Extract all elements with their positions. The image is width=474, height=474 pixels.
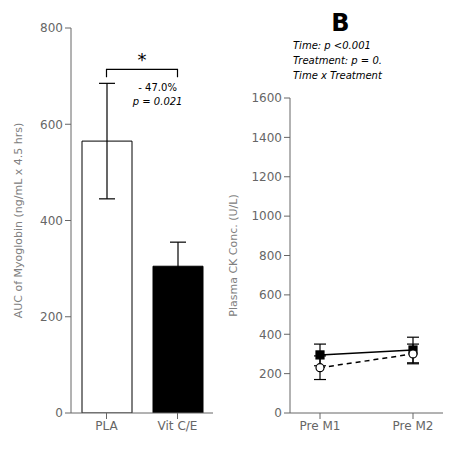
svg-text:800: 800 — [259, 249, 282, 263]
svg-text:0: 0 — [274, 406, 282, 420]
svg-text:- 47.0%: - 47.0% — [138, 82, 177, 93]
svg-text:400: 400 — [40, 214, 63, 228]
html-text:Time: p <0.001: Time: p <0.001 — [293, 40, 371, 51]
svg-text:1400: 1400 — [251, 131, 282, 145]
svg-text:200: 200 — [259, 367, 282, 381]
svg-text:1200: 1200 — [251, 170, 282, 184]
svg-text:Vit C/E: Vit C/E — [158, 419, 198, 433]
html-text:Time x Treatment: Time x Treatment — [293, 70, 382, 81]
svg-text:Plasma CK Conc. (U/L): Plasma CK Conc. (U/L) — [227, 194, 240, 316]
svg-text:600: 600 — [259, 288, 282, 302]
html-text:B: B — [331, 9, 350, 37]
svg-text:600: 600 — [40, 118, 63, 132]
svg-text:0: 0 — [55, 406, 63, 420]
svg-text:1600: 1600 — [251, 91, 282, 105]
svg-text:400: 400 — [259, 328, 282, 342]
svg-text:AUC of Myoglobin (ng/mL x 4.5: AUC of Myoglobin (ng/mL x 4.5 hrs) — [12, 123, 25, 319]
html-text:Treatment: p = 0.: Treatment: p = 0. — [293, 55, 382, 66]
svg-text:800: 800 — [40, 21, 63, 35]
svg-text:Pre M2: Pre M2 — [393, 419, 434, 433]
svg-text:*: * — [138, 49, 147, 70]
svg-text:1000: 1000 — [251, 209, 282, 223]
svg-text:p = 0.021: p = 0.021 — [132, 96, 183, 107]
svg-text:PLA: PLA — [95, 419, 118, 433]
svg-text:200: 200 — [40, 310, 63, 324]
svg-text:Pre M1: Pre M1 — [300, 419, 341, 433]
